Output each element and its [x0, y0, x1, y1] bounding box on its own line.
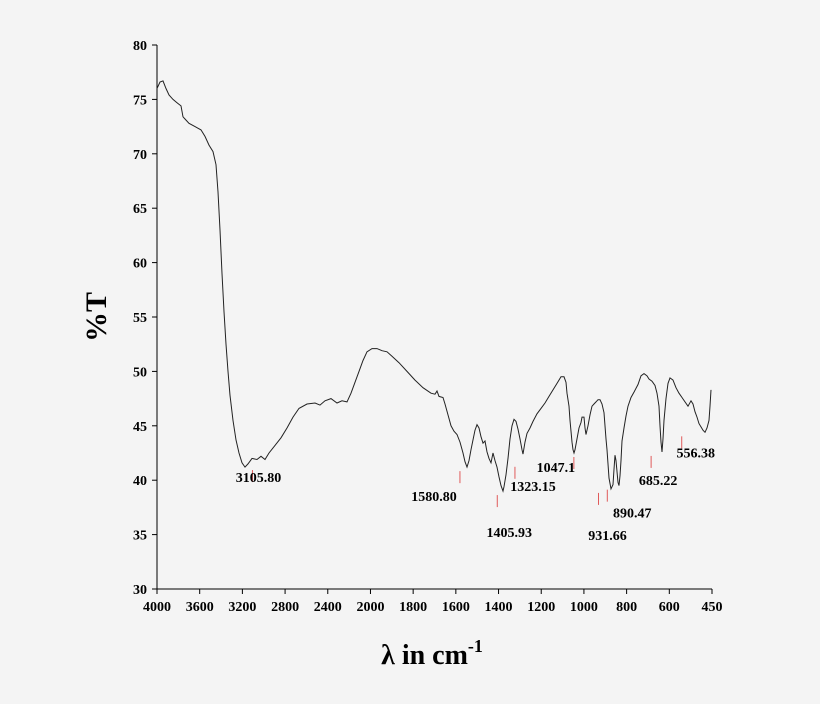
- x-tick-label: 450: [702, 600, 723, 615]
- y-tick-label: 55: [133, 311, 147, 326]
- y-tick-label: 75: [133, 93, 147, 108]
- x-tick-label: 1800: [399, 600, 427, 615]
- x-tick-label: 2000: [356, 600, 384, 615]
- y-axis: 30 35 40 45 50 55 60 65 70 75 80: [133, 39, 158, 598]
- x-axis-label-superscript: -1: [468, 636, 483, 656]
- y-tick-label: 60: [133, 257, 147, 272]
- peak-label: 1323.15: [510, 480, 556, 495]
- y-tick-label: 80: [133, 39, 147, 54]
- y-tick-label: 40: [133, 474, 147, 489]
- x-tick-label: 1600: [442, 600, 470, 615]
- peak-label: 685.22: [639, 474, 678, 489]
- x-tick-label: 600: [659, 600, 680, 615]
- peak-label: 3105.80: [236, 471, 282, 486]
- y-tick-label: 30: [133, 583, 147, 598]
- peak-label: 556.38: [676, 446, 715, 461]
- y-axis-label: %T: [80, 292, 113, 342]
- x-axis: 4000 3600 3200 2800 2400 2000 1800 1600 1400 1200…: [143, 588, 723, 615]
- x-tick-label: 3600: [186, 600, 214, 615]
- x-axis-label: λ in cm-1: [381, 636, 483, 671]
- x-axis-label-text: λ in cm: [381, 640, 468, 671]
- x-tick-label: 1000: [570, 600, 598, 615]
- transmittance-line: [156, 80, 712, 493]
- y-tick-label: 70: [133, 148, 147, 163]
- y-tick-label: 35: [133, 529, 147, 544]
- peak-label: 931.66: [588, 529, 627, 544]
- x-tick-label: 1400: [485, 600, 513, 615]
- x-tick-label: 800: [616, 600, 637, 615]
- y-tick-label: 45: [133, 420, 147, 435]
- x-tick-label: 2800: [271, 600, 299, 615]
- x-tick-label: 4000: [143, 600, 171, 615]
- x-tick-label: 1200: [527, 600, 555, 615]
- y-tick-label: 50: [133, 365, 147, 380]
- peak-annotations: 3105.80 1580.80 1405.93 1323.15 1047.1 931.66…: [236, 436, 715, 544]
- x-tick-label: 3200: [228, 600, 256, 615]
- x-tick-label: 2400: [314, 600, 342, 615]
- peak-label: 890.47: [613, 507, 652, 522]
- peak-label: 1580.80: [411, 490, 457, 505]
- y-tick-label: 65: [133, 202, 147, 217]
- peak-label: 1047.1: [537, 461, 576, 476]
- peak-label: 1405.93: [487, 526, 533, 541]
